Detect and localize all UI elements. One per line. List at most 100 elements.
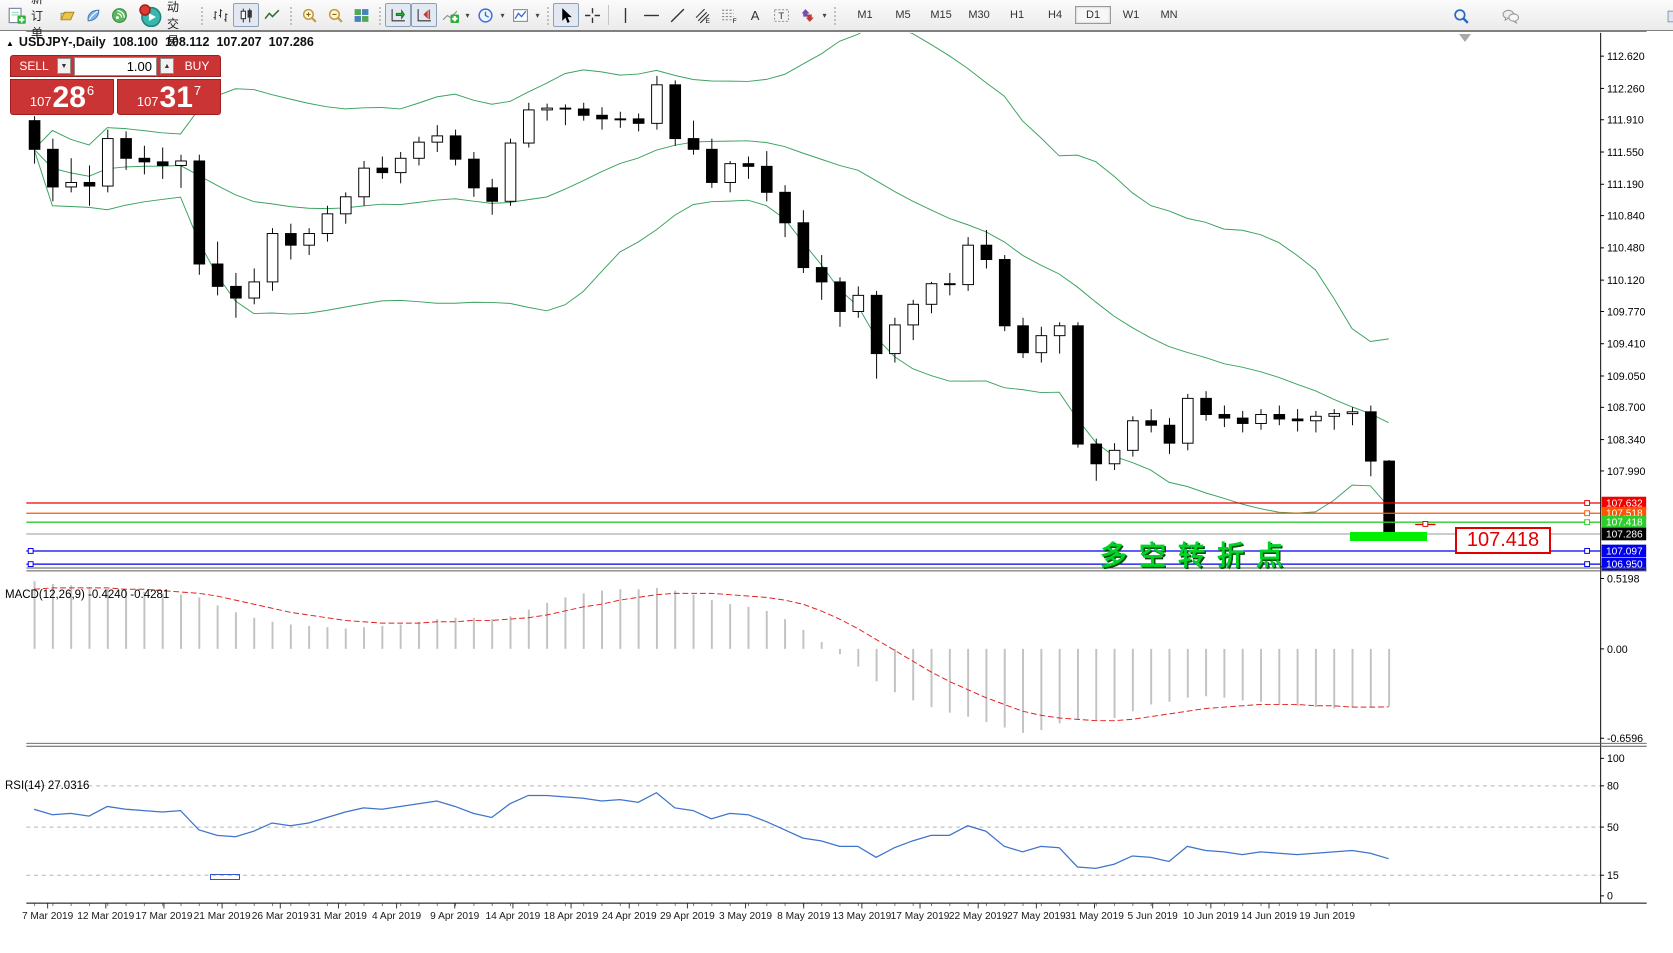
svg-text:107.097: 107.097 [1606, 546, 1643, 557]
timeframe-button-d1[interactable]: D1 [1075, 6, 1112, 24]
svg-text:31 May 2019: 31 May 2019 [1065, 911, 1124, 922]
sell-pips: 28 [52, 81, 86, 114]
auto-scroll-button[interactable] [385, 3, 412, 27]
chart-shift-marker[interactable] [1459, 34, 1471, 42]
horizontal-line-107097[interactable]: 107.097 [26, 544, 1647, 558]
trendline-tool[interactable] [664, 3, 690, 27]
timeframe-button-w1[interactable]: W1 [1122, 9, 1140, 21]
timeframe-button-h4[interactable]: H4 [1048, 9, 1063, 21]
macd-pane[interactable]: 0.5198 0.00 -0.6596 [33, 573, 1643, 745]
chat-button[interactable] [1497, 4, 1523, 28]
text-label-tool[interactable]: T [768, 3, 794, 27]
svg-text:4 Apr 2019: 4 Apr 2019 [372, 911, 421, 922]
search-button[interactable] [1448, 4, 1474, 28]
candlestick-chart-button[interactable] [233, 3, 260, 27]
chart-shift-button[interactable] [411, 3, 438, 27]
arrows-dropdown[interactable]: ▾ [822, 10, 827, 20]
svg-text:80: 80 [1607, 781, 1619, 793]
chart-canvas[interactable]: 112.620 112.260 111.910 111.550 111.190 110.8… [0, 30, 1673, 953]
tile-windows-button[interactable] [348, 3, 374, 27]
templates-button[interactable] [507, 3, 533, 27]
price-axis[interactable]: 112.620 112.260 111.910 111.550 111.190 110.8… [1600, 51, 1646, 574]
zoom-in-button[interactable] [296, 3, 322, 27]
community-button[interactable] [80, 3, 106, 27]
svg-text:7 Mar 2019: 7 Mar 2019 [22, 911, 74, 922]
svg-text:109.770: 109.770 [1607, 306, 1646, 318]
pane-borders [26, 30, 1647, 904]
price-callout-box[interactable]: 107.418 [1455, 527, 1551, 554]
templates-dropdown[interactable]: ▾ [535, 10, 540, 20]
svg-text:50: 50 [1607, 822, 1619, 834]
volume-increase-button[interactable]: ▲ [160, 58, 174, 74]
hscroll-thumb[interactable] [210, 874, 240, 880]
volume-decrease-button[interactable]: ▼ [57, 58, 71, 74]
rsi-pane[interactable]: 100 80 50 15 0 [26, 753, 1625, 903]
autotrade-button[interactable]: 自动交易 [132, 0, 196, 48]
indicators-dropdown[interactable]: ▾ [465, 10, 470, 20]
svg-text:29 Apr 2019: 29 Apr 2019 [660, 911, 715, 922]
time-axis[interactable]: 7 Mar 2019 12 Mar 2019 17 Mar 2019 21 Mar 2… [22, 903, 1390, 922]
horizontal-line-tool[interactable] [638, 3, 664, 27]
candlestick-series[interactable] [28, 75, 1395, 542]
signals-button[interactable] [106, 3, 132, 27]
line-chart-button[interactable] [259, 3, 285, 27]
volume-input[interactable] [74, 56, 157, 76]
bar-chart-button[interactable] [207, 3, 233, 27]
svg-text:107.632: 107.632 [1606, 498, 1643, 509]
macd-histogram [33, 581, 1391, 733]
fibonacci-tool[interactable]: F [716, 3, 742, 27]
buy-price-button[interactable]: 107 31 7 [117, 79, 221, 115]
buy-button[interactable]: BUY [184, 59, 210, 73]
timeframe-button-m30[interactable]: M30 [968, 9, 990, 21]
new-order-button[interactable]: 新订单 [2, 0, 54, 40]
svg-text:14 Jun 2019: 14 Jun 2019 [1241, 911, 1297, 922]
svg-text:15: 15 [1607, 870, 1619, 882]
timeframe-button-mn[interactable]: MN [1160, 9, 1178, 21]
vertical-line-tool[interactable] [612, 3, 638, 27]
svg-text:107.286: 107.286 [1606, 529, 1643, 540]
timeframe-button-m15[interactable]: M15 [930, 9, 952, 21]
chart-shift-icon [417, 8, 431, 21]
svg-text:0.5198: 0.5198 [1607, 573, 1640, 585]
collapse-panel-icon[interactable]: ▲ [6, 39, 14, 48]
zoom-in-icon [302, 8, 317, 23]
timeframe-button-m1[interactable]: M1 [857, 9, 873, 21]
svg-text:18 Apr 2019: 18 Apr 2019 [544, 911, 599, 922]
svg-text:110.840: 110.840 [1607, 210, 1645, 222]
equidistant-channel-tool[interactable]: E [690, 3, 716, 27]
arrows-tool[interactable] [794, 3, 820, 27]
text-tool[interactable]: A [750, 7, 760, 23]
horizontal-line-106950[interactable]: 106.950 [26, 557, 1647, 571]
svg-text:E: E [705, 17, 709, 23]
signals-icon [111, 7, 127, 23]
toolbar-overflow-button[interactable] [1662, 4, 1673, 28]
chart-profiles-button[interactable] [54, 3, 80, 27]
indicators-button[interactable] [437, 3, 463, 27]
macd-signal-line [34, 587, 1389, 722]
svg-text:106.950: 106.950 [1606, 560, 1643, 571]
cursor-tool-button[interactable] [553, 3, 580, 27]
timeframe-button-m5[interactable]: M5 [895, 9, 911, 21]
svg-text:T: T [778, 11, 784, 22]
highlight-bar-annotation[interactable] [1350, 532, 1427, 541]
zoom-out-button[interactable] [322, 3, 348, 27]
timeframe-button-h1[interactable]: H1 [1010, 9, 1025, 21]
horizontal-line-107518[interactable]: 107.518 [26, 506, 1647, 520]
periods-button[interactable] [472, 3, 498, 27]
chinese-text-annotation[interactable]: 多空转折点 [1100, 541, 1295, 571]
svg-text:24 Apr 2019: 24 Apr 2019 [602, 911, 657, 922]
sell-price-button[interactable]: 107 28 6 [10, 79, 114, 115]
current-price-line: 107.286 [26, 527, 1647, 540]
horizontal-line-107418[interactable]: 107.418 [26, 515, 1647, 529]
sell-button[interactable]: SELL [19, 59, 49, 73]
line-chart-icon [264, 9, 279, 19]
crosshair-tool-button[interactable] [579, 3, 605, 27]
buy-pips: 31 [159, 81, 193, 114]
svg-text:107.990: 107.990 [1607, 466, 1646, 478]
periods-dropdown[interactable]: ▾ [500, 10, 505, 20]
fibonacci-icon: F [721, 9, 736, 24]
horizontal-line-107632[interactable]: 107.632 [26, 496, 1647, 510]
toolbar-grip [545, 5, 551, 25]
svg-text:-0.6596: -0.6596 [1607, 733, 1643, 745]
svg-text:14 Apr 2019: 14 Apr 2019 [486, 911, 541, 922]
